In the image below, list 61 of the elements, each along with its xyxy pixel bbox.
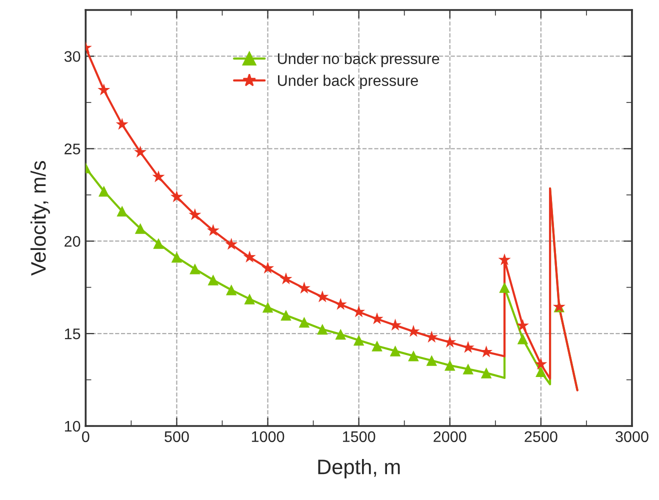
point — [370, 312, 384, 324]
point — [372, 340, 382, 352]
x-tick-label: 1500 — [343, 431, 376, 442]
point — [335, 328, 346, 340]
x-tick-label: 2500 — [524, 431, 558, 442]
point — [517, 334, 528, 344]
point — [116, 118, 128, 130]
point — [226, 284, 237, 296]
point — [408, 350, 419, 362]
point — [462, 364, 474, 374]
point — [352, 305, 366, 318]
y-tick-label: 30 — [64, 51, 80, 62]
point — [516, 319, 529, 331]
point — [426, 355, 438, 366]
point — [353, 334, 364, 346]
y-tick-label: 10 — [64, 420, 80, 432]
point — [262, 262, 274, 274]
point — [316, 290, 329, 302]
point — [388, 318, 402, 331]
point — [244, 294, 255, 304]
point — [534, 358, 548, 370]
y-tick-label: 20 — [64, 236, 80, 247]
point — [206, 224, 220, 236]
point — [98, 186, 110, 197]
point — [317, 324, 328, 335]
point — [243, 250, 256, 263]
point — [298, 316, 310, 328]
legend-label: Under back pressure — [278, 74, 418, 89]
point — [134, 223, 146, 234]
x-axis-title: Depth, m — [318, 458, 400, 478]
point — [498, 253, 511, 266]
point — [499, 282, 510, 293]
y-axis-title: Velocity, m/s — [30, 161, 50, 276]
point — [153, 238, 164, 249]
y-tick-label: 25 — [64, 144, 80, 154]
point — [152, 170, 165, 182]
x-tick-label: 3000 — [616, 431, 648, 442]
point — [116, 206, 128, 217]
point — [208, 274, 219, 286]
y-tick-label: 15 — [64, 328, 80, 340]
x-tick-label: 2000 — [434, 431, 466, 442]
point — [444, 360, 456, 371]
x-tick-label: 0 — [82, 431, 90, 442]
point — [480, 368, 492, 378]
point — [262, 302, 274, 313]
point — [536, 366, 546, 378]
point — [171, 252, 182, 263]
x-tick-label: 1000 — [252, 431, 284, 442]
point — [225, 238, 238, 250]
point — [190, 263, 200, 274]
point — [170, 190, 183, 202]
point — [134, 146, 147, 158]
point — [390, 346, 401, 356]
point — [280, 272, 292, 284]
legend-label: Under no back pressure — [278, 52, 440, 68]
point — [280, 310, 292, 321]
x-tick-label: 500 — [164, 431, 189, 442]
point — [334, 298, 347, 310]
point — [298, 282, 310, 294]
point — [98, 83, 110, 96]
point — [188, 208, 202, 220]
